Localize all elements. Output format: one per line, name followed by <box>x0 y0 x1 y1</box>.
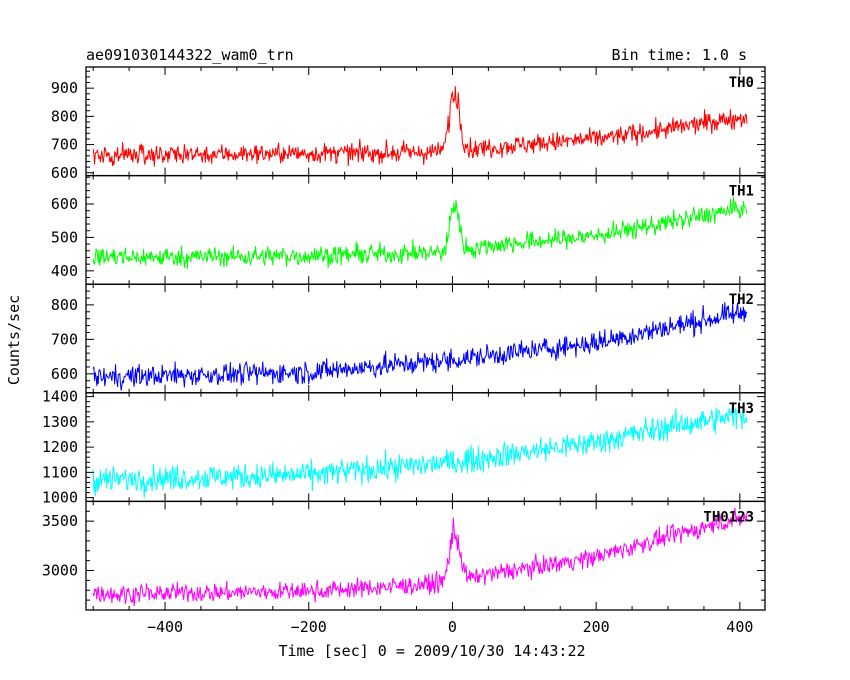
y-axis-label: Counts/sec <box>5 295 23 385</box>
panel-label: TH0 <box>729 75 754 91</box>
x-tick-label: −200 <box>291 618 327 636</box>
panel-label: TH3 <box>729 401 754 417</box>
y-tick-label: 3500 <box>42 512 78 530</box>
y-tick-label: 600 <box>51 164 78 182</box>
series-line-th2 <box>92 302 748 391</box>
series-line-th0123 <box>92 507 748 607</box>
chart-subtitle: Bin time: 1.0 s <box>612 46 747 64</box>
y-tick-label: 500 <box>51 228 78 246</box>
y-tick-label: 800 <box>51 296 78 314</box>
x-axis-label: Time [sec] 0 = 2009/10/30 14:43:22 <box>278 642 585 660</box>
series-line-th1 <box>92 196 748 270</box>
y-tick-label: 1400 <box>42 388 78 406</box>
panel-label: TH1 <box>729 184 754 200</box>
panel-frame <box>85 392 766 503</box>
panel-th1: 400 500 600 TH1 <box>51 174 766 285</box>
panel-th0123: 3000 3500 TH0123 <box>42 500 766 611</box>
series-line-th3 <box>92 407 748 499</box>
y-tick-label: 600 <box>51 365 78 383</box>
panel-label: TH2 <box>729 292 754 308</box>
x-tick-label: 200 <box>583 618 610 636</box>
y-tick-label: 700 <box>51 136 78 154</box>
y-tick-label: 3000 <box>42 562 78 580</box>
y-tick-label: 1200 <box>42 438 78 456</box>
x-tick-label: 0 <box>448 618 457 636</box>
chart-title: ae091030144322_wam0_trn <box>86 46 294 64</box>
y-tick-label: 900 <box>51 79 78 97</box>
y-tick-label: 800 <box>51 107 78 125</box>
y-tick-label: 1000 <box>42 489 78 507</box>
panel-label: TH0123 <box>703 509 754 525</box>
panel-frame <box>85 500 766 611</box>
x-tick-label: 400 <box>726 618 753 636</box>
x-axis-tick-labels: −400 −200 0 200 400 <box>147 618 753 636</box>
y-tick-label: 700 <box>51 330 78 348</box>
y-tick-label: 400 <box>51 262 78 280</box>
x-tick-label: −400 <box>147 618 183 636</box>
panel-th2: 600 700 800 TH2 <box>51 283 766 394</box>
panels: 600 700 800 900 TH0 400 500 600 TH1 600 700 800 TH2 1… <box>42 66 766 611</box>
panel-frame <box>85 283 766 394</box>
y-tick-label: 600 <box>51 195 78 213</box>
series-line-th0 <box>92 86 748 167</box>
y-tick-label: 1300 <box>42 413 78 431</box>
y-tick-label: 1100 <box>42 463 78 481</box>
panel-th3: 1000 1100 1200 1300 1400 TH3 <box>42 388 766 507</box>
panel-th0: 600 700 800 900 TH0 <box>51 66 766 182</box>
